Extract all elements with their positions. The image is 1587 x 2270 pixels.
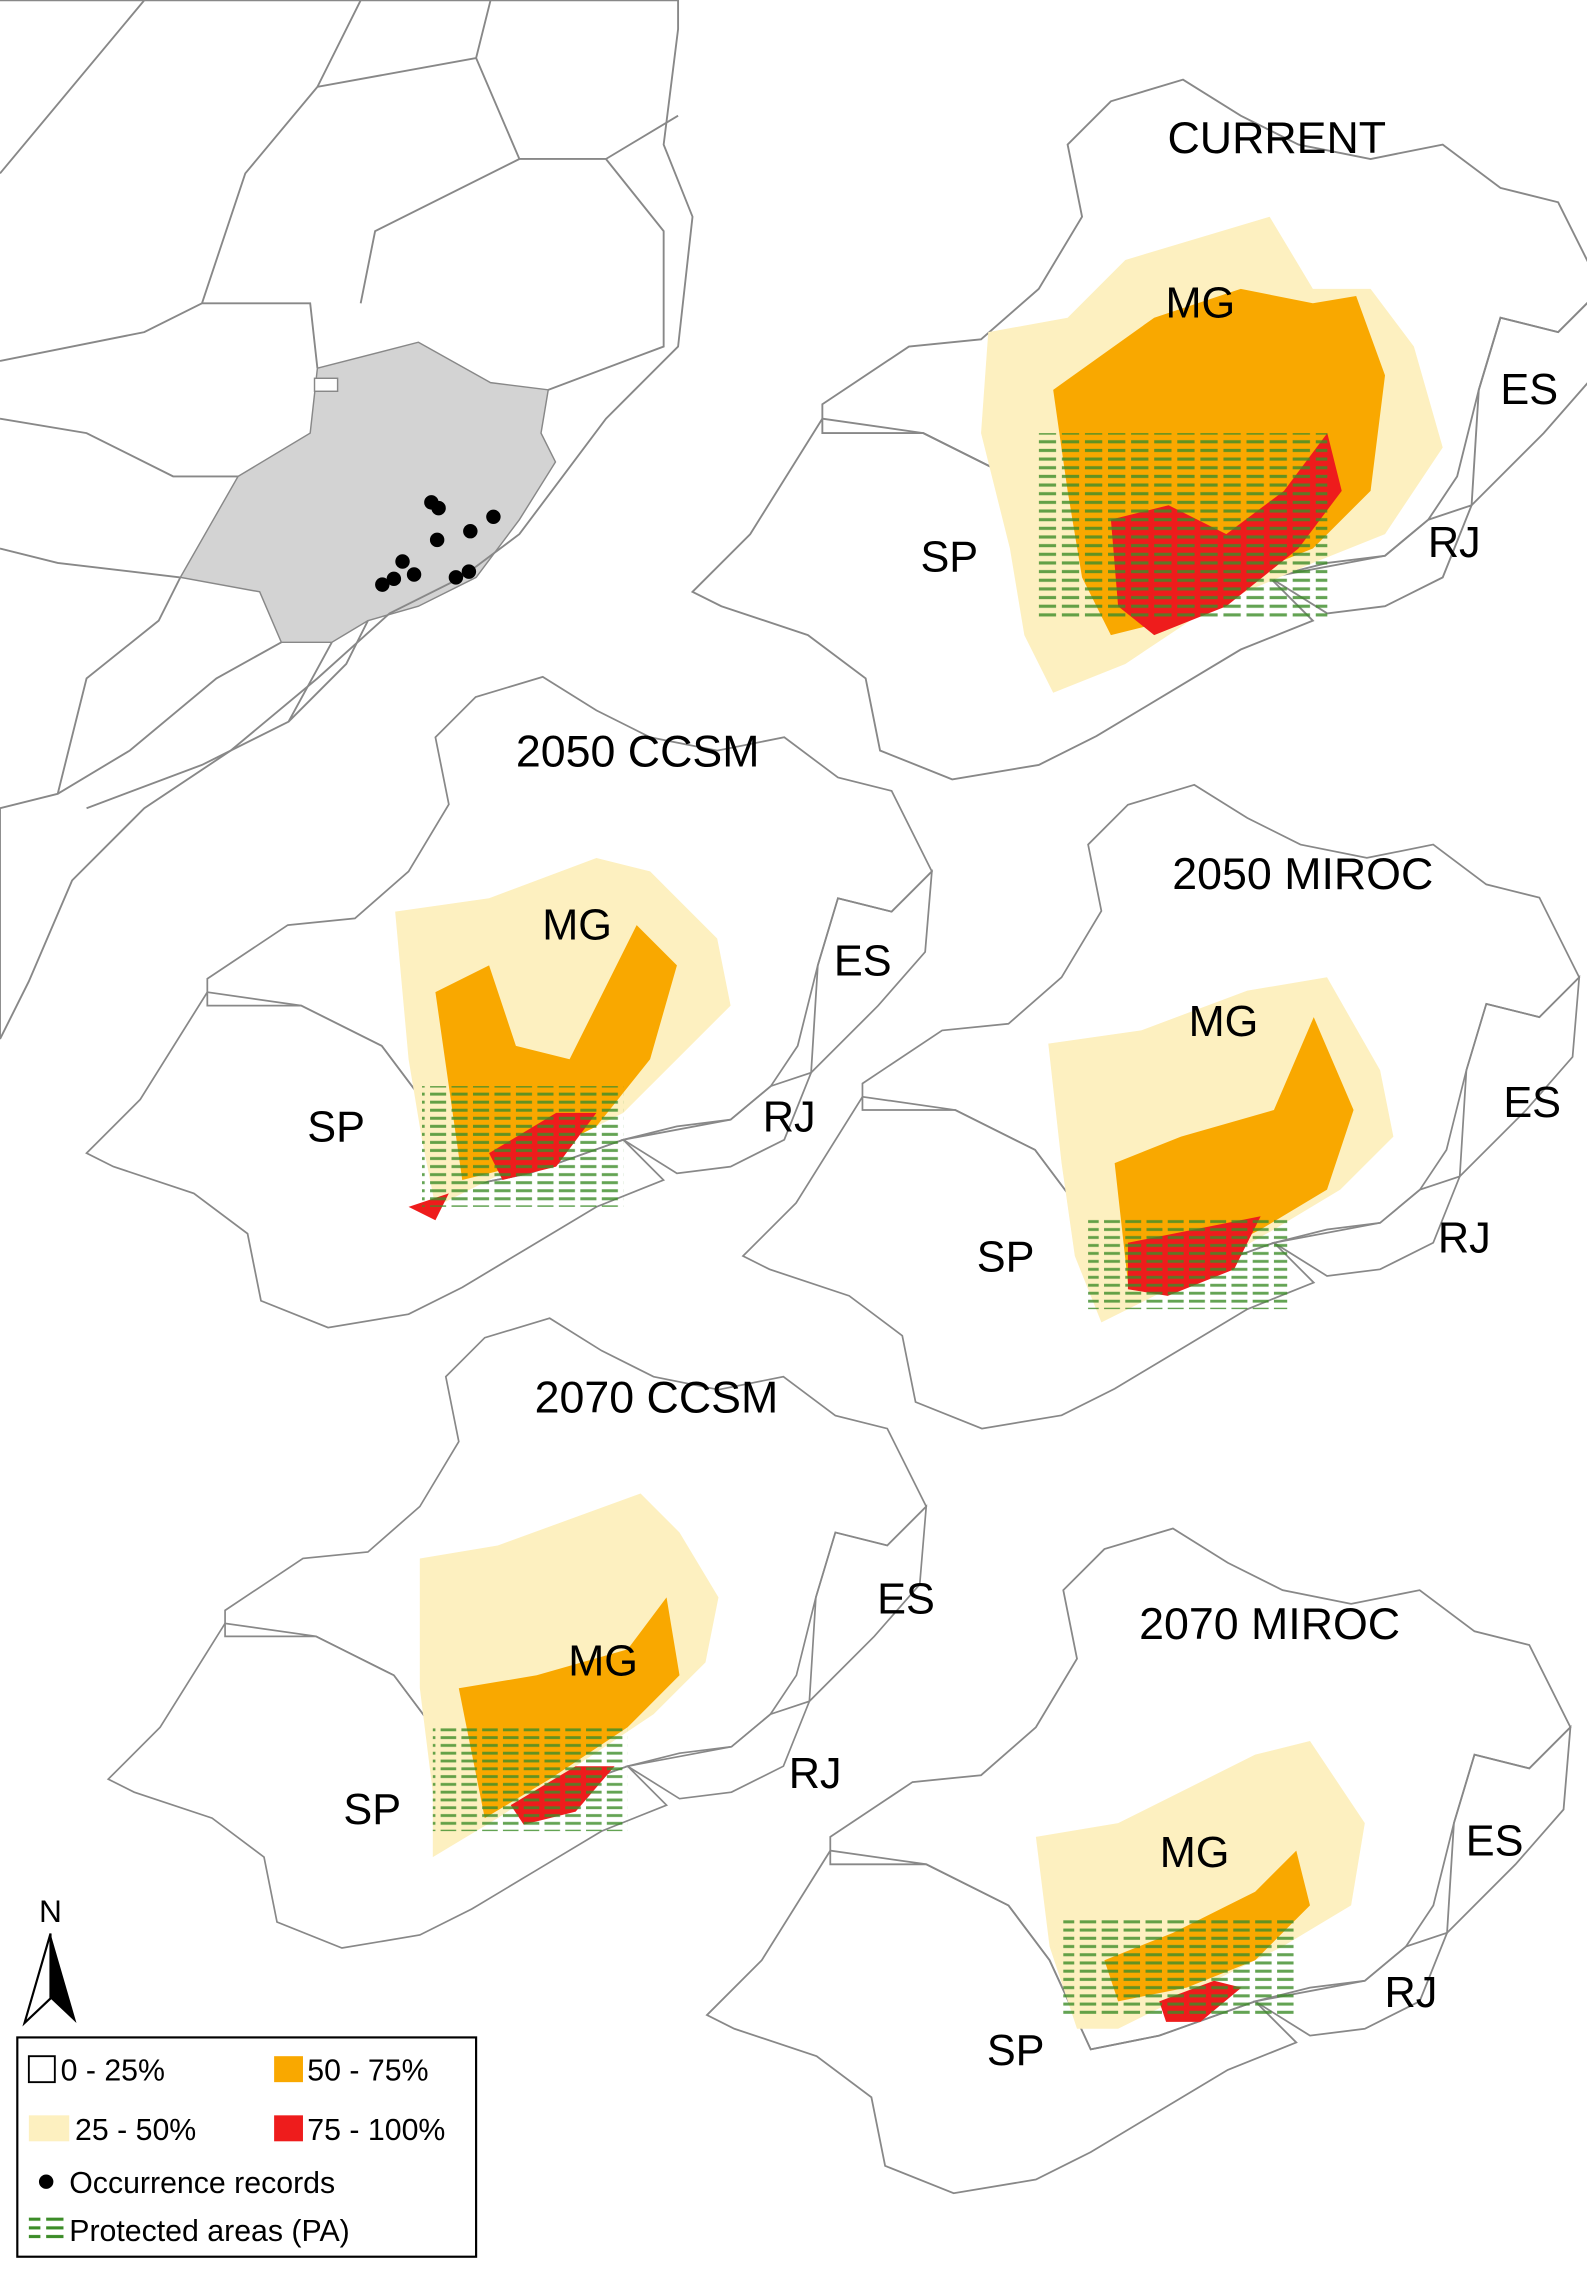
state-label: MG xyxy=(542,902,612,950)
state-label: MG xyxy=(568,1637,638,1685)
inset-map xyxy=(0,0,694,1040)
map-panel xyxy=(691,78,1587,781)
state-label: ES xyxy=(1500,366,1558,414)
state-label: RJ xyxy=(763,1093,816,1141)
legend-label: Protected areas (PA) xyxy=(69,2215,350,2248)
north-arrow: N xyxy=(22,1893,77,2027)
map-panel xyxy=(742,783,1581,1430)
state-label: RJ xyxy=(789,1750,842,1798)
state-label: SP xyxy=(307,1103,365,1151)
state-label: RJ xyxy=(1438,1215,1491,1263)
state-label: MG xyxy=(1189,998,1259,1046)
state-label: ES xyxy=(1503,1079,1561,1127)
legend-label: 50 - 75% xyxy=(307,2055,428,2088)
map-panel xyxy=(85,675,933,1329)
panel-title: CURRENT xyxy=(1168,114,1387,163)
state-label: RJ xyxy=(1385,1969,1438,2017)
panel-labels: CURRENT MG ES SP RJ 2050 CCSM MG ES SP R… xyxy=(307,114,1561,2075)
panel-title: 2070 CCSM xyxy=(535,1374,779,1423)
state-label: SP xyxy=(977,1233,1035,1281)
legend: 0 - 25% 50 - 75% 25 - 50% 75 - 100% Occu… xyxy=(16,2036,478,2258)
panel-title: 2050 MIROC xyxy=(1172,850,1433,899)
map-panel xyxy=(706,1527,1572,2195)
legend-label: 0 - 25% xyxy=(61,2055,165,2088)
panel-title: 2050 CCSM xyxy=(516,727,760,776)
state-label: SP xyxy=(987,2027,1045,2075)
state-label: SP xyxy=(920,534,978,582)
north-label: N xyxy=(39,1893,62,1929)
state-label: SP xyxy=(343,1786,401,1834)
state-label: MG xyxy=(1160,1829,1230,1877)
state-label: ES xyxy=(834,938,892,986)
state-label: MG xyxy=(1165,280,1235,328)
map-panel xyxy=(107,1317,928,1949)
state-label: ES xyxy=(877,1575,935,1623)
state-label: ES xyxy=(1466,1818,1524,1866)
state-label: RJ xyxy=(1428,519,1481,567)
panel-title: 2070 MIROC xyxy=(1139,1600,1400,1649)
legend-label: 75 - 100% xyxy=(307,2114,445,2147)
legend-label: Occurrence records xyxy=(69,2167,335,2200)
legend-label: 25 - 50% xyxy=(75,2114,196,2147)
